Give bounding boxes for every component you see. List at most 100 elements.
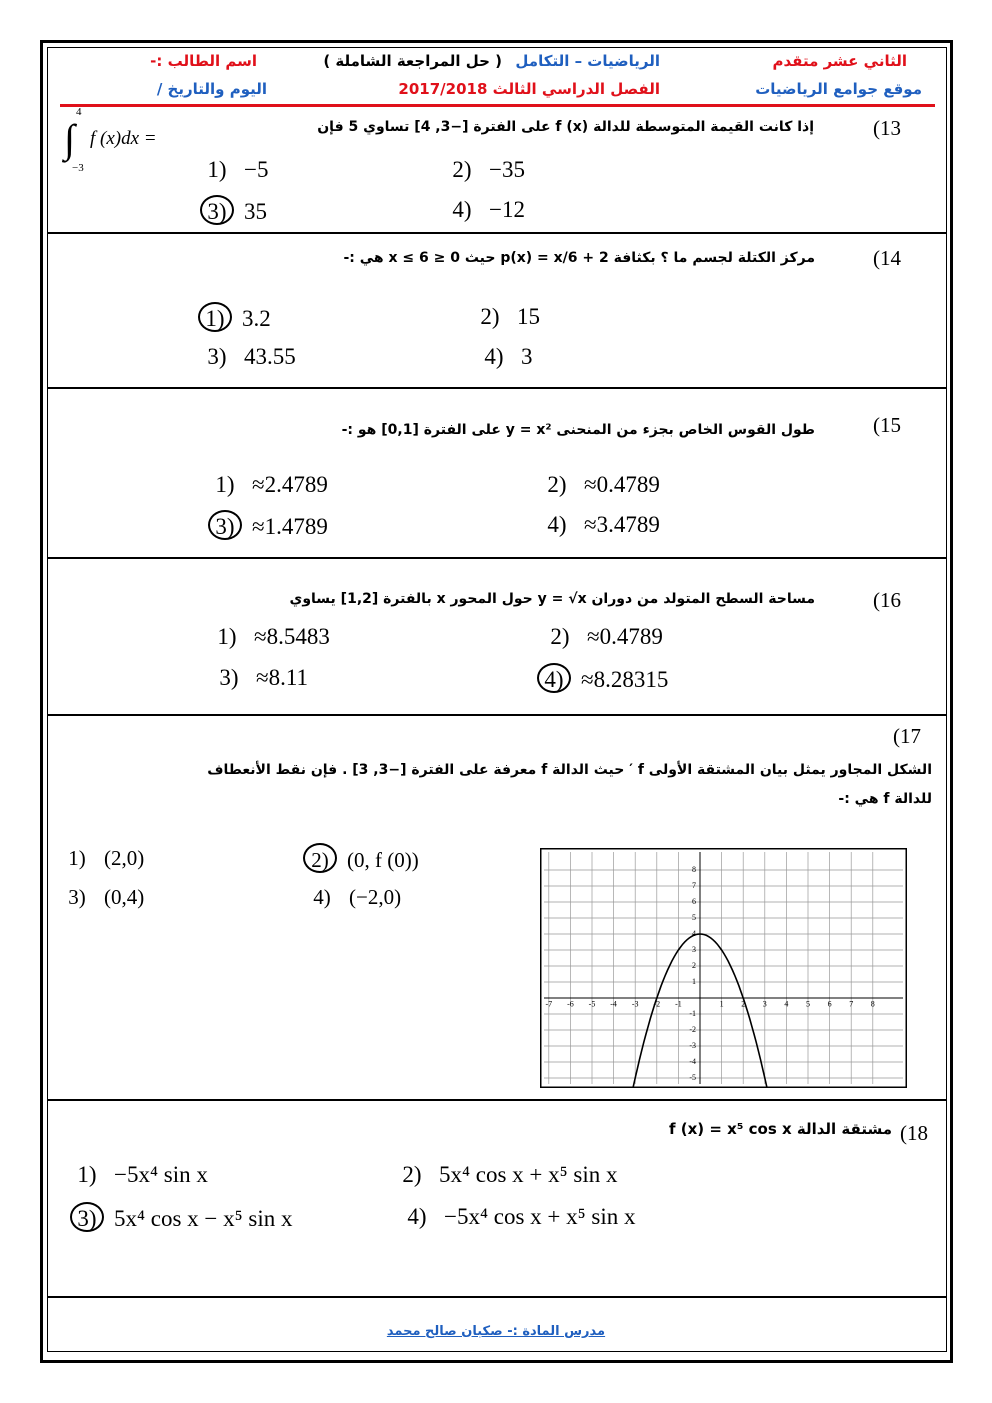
- x-tick-label: -6: [567, 1000, 574, 1009]
- option-label: 1): [217, 624, 237, 649]
- question-number: (18: [900, 1121, 928, 1145]
- option: 2) −35: [445, 155, 525, 185]
- option: 3) (0,4): [60, 882, 144, 912]
- y-tick-label: 1: [692, 977, 696, 986]
- question-text: الشكل المجاور يمثل بيان المشتقة الأولى f…: [207, 762, 932, 778]
- y-tick-label: -2: [689, 1025, 696, 1034]
- outer-border: [40, 40, 953, 1363]
- option: 2) (0, f (0)): [303, 843, 419, 873]
- separator: [47, 714, 947, 716]
- option-label: 3): [70, 1202, 104, 1232]
- option: 3) ≈1.4789: [208, 510, 328, 540]
- option-text: ≈8.5483: [254, 624, 330, 649]
- option: 4) 3: [477, 342, 533, 372]
- separator: [47, 557, 947, 559]
- question-number: (13: [873, 116, 901, 140]
- question-text: مركز الكتلة لجسم ما ؟ بكثافة p(x) = x/6 …: [343, 250, 815, 266]
- option-label: 3): [207, 344, 227, 369]
- option-label: 3): [219, 665, 239, 690]
- option-label: 3): [200, 195, 234, 225]
- option: 2) ≈0.4789: [543, 622, 663, 652]
- option-label: 4): [537, 663, 571, 693]
- option: 3) 35: [200, 195, 267, 225]
- option-text: ≈1.4789: [252, 514, 328, 539]
- option-label: 2): [402, 1162, 422, 1187]
- option-text: −5x⁴ sin x: [114, 1162, 208, 1187]
- y-tick-label: 2: [692, 961, 696, 970]
- x-tick-label: -2: [653, 1000, 660, 1009]
- question-number: (16: [873, 588, 901, 612]
- option-text: 3: [521, 344, 533, 369]
- option-label: 2): [550, 624, 570, 649]
- inner-border: [47, 47, 947, 1352]
- option-text: 15: [517, 304, 540, 329]
- graph: -7-6-5-4-3-2-112345678-6-5-4-3-2-1123456…: [540, 848, 907, 1088]
- x-tick-label: -4: [610, 1000, 617, 1009]
- option-text: −5: [244, 157, 269, 182]
- option: 1) −5: [200, 155, 268, 185]
- separator: [47, 232, 947, 234]
- option-label: 4): [313, 885, 331, 909]
- option-label: 3): [208, 510, 242, 540]
- option: 1) 3.2: [198, 302, 271, 332]
- option-text: 5x⁴ cos x + x⁵ sin x: [439, 1162, 618, 1187]
- option-text: 5x⁴ cos x − x⁵ sin x: [114, 1206, 293, 1231]
- x-tick-label: -7: [545, 1000, 552, 1009]
- x-tick-label: -5: [589, 1000, 596, 1009]
- question-number: (17: [893, 724, 921, 748]
- option-text: (−2,0): [349, 885, 402, 909]
- option: 4) ≈8.28315: [537, 663, 668, 693]
- option: 4) −12: [445, 195, 525, 225]
- question-number: (15: [873, 413, 901, 437]
- option-label: 4): [452, 197, 472, 222]
- header-text: ( حل المراجعة الشاملة ): [323, 52, 502, 70]
- option-text: −12: [489, 197, 525, 222]
- option: 4) −5x⁴ cos x + x⁵ sin x: [400, 1202, 635, 1232]
- x-tick-label: 3: [763, 1000, 767, 1009]
- option-label: 2): [303, 843, 337, 873]
- option-text: ≈0.4789: [587, 624, 663, 649]
- header-text: الفصل الدراسي الثالث 2017/2018: [398, 80, 660, 98]
- option-label: 1): [207, 157, 227, 182]
- y-tick-label: 6: [692, 897, 696, 906]
- option-text: 43.55: [244, 344, 296, 369]
- curve: [632, 933, 768, 1088]
- question-text: للدالة f هي :-: [838, 791, 932, 807]
- option-text: (0, f (0)): [347, 848, 419, 872]
- option-text: (0,4): [104, 885, 145, 909]
- option: 1) (2,0): [60, 843, 144, 873]
- option: 3) 43.55: [200, 342, 296, 372]
- x-tick-label: 7: [849, 1000, 853, 1009]
- footer: مدرس المادة :- صكبان صالح محمد: [386, 1324, 606, 1339]
- option: 1) ≈8.5483: [210, 622, 330, 652]
- header-text: اسم الطالب :-: [150, 52, 257, 70]
- option-text: ≈3.4789: [584, 512, 660, 537]
- option-label: 4): [407, 1204, 427, 1229]
- y-tick-label: -5: [689, 1073, 696, 1082]
- option-label: 1): [77, 1162, 97, 1187]
- y-tick-label: 3: [692, 945, 696, 954]
- separator: [47, 1099, 947, 1101]
- y-tick-label: -1: [689, 1009, 696, 1018]
- x-tick-label: 4: [784, 1000, 788, 1009]
- option-label: 2): [547, 472, 567, 497]
- integral-sign: ∫: [64, 116, 75, 161]
- separator: [47, 387, 947, 389]
- option-text: ≈2.4789: [252, 472, 328, 497]
- header-text: الثاني عشر متقدم: [772, 52, 908, 70]
- x-tick-label: 1: [720, 1000, 724, 1009]
- option: 1) ≈2.4789: [208, 470, 328, 500]
- option-text: ≈8.28315: [581, 667, 669, 692]
- option: 3) 5x⁴ cos x − x⁵ sin x: [70, 1202, 293, 1232]
- integral-upper: 4: [76, 106, 82, 118]
- option-label: 4): [484, 344, 504, 369]
- option: 3) ≈8.11: [212, 663, 308, 693]
- option: 1) −5x⁴ sin x: [70, 1160, 208, 1190]
- question-number: (14: [873, 246, 901, 270]
- x-tick-label: 5: [806, 1000, 810, 1009]
- option: 2) ≈0.4789: [540, 470, 659, 500]
- x-tick-label: 8: [871, 1000, 875, 1009]
- question-text: مساحة السطح المتولد من دوران y = √x حول …: [289, 591, 816, 607]
- y-tick-label: 7: [692, 881, 696, 890]
- x-tick-label: -3: [632, 1000, 639, 1009]
